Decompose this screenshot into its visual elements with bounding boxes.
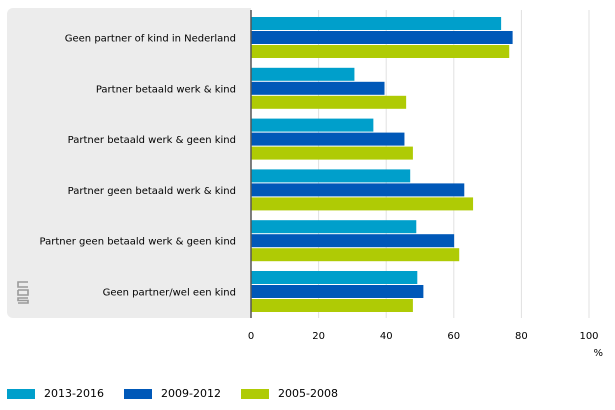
bar-2013-2016 bbox=[251, 67, 355, 81]
bar-2009-2012 bbox=[251, 234, 455, 248]
legend-item[interactable]: 2009-2012 bbox=[124, 387, 221, 400]
x-tick-label: 40 bbox=[380, 331, 393, 342]
bar-2009-2012 bbox=[251, 285, 424, 298]
bar-2005-2008 bbox=[251, 95, 407, 109]
bar-2005-2008 bbox=[251, 146, 413, 160]
cbs-logo bbox=[17, 281, 29, 304]
x-tick-label: 100 bbox=[579, 331, 598, 342]
bar-2013-2016 bbox=[251, 271, 418, 284]
bar-2009-2012 bbox=[251, 183, 465, 197]
legend-label: 2009-2012 bbox=[161, 387, 221, 400]
category-label: Partner geen betaald werk & geen kind bbox=[40, 237, 236, 248]
legend-swatch bbox=[124, 388, 152, 399]
bar-2009-2012 bbox=[251, 132, 405, 146]
x-tick-label: 80 bbox=[515, 331, 528, 342]
x-tick-label: 60 bbox=[447, 331, 460, 342]
bar-2009-2012 bbox=[251, 31, 513, 44]
x-tick-label: 0 bbox=[248, 331, 254, 342]
legend-swatch bbox=[7, 388, 35, 399]
category-label: Partner betaald werk & kind bbox=[96, 84, 236, 95]
bar-2013-2016 bbox=[251, 169, 411, 183]
category-label: Partner betaald werk & geen kind bbox=[68, 135, 236, 146]
legend-item[interactable]: 2013-2016 bbox=[7, 387, 104, 400]
category-label: Geen partner of kind in Nederland bbox=[65, 34, 236, 45]
bar-2009-2012 bbox=[251, 81, 385, 95]
bar-2005-2008 bbox=[251, 45, 510, 58]
legend-swatch bbox=[241, 388, 269, 399]
bar-2013-2016 bbox=[251, 220, 417, 234]
bar-2013-2016 bbox=[251, 17, 502, 30]
legend-label: 2013-2016 bbox=[44, 387, 104, 400]
x-axis-label: % bbox=[593, 348, 603, 359]
bar-2005-2008 bbox=[251, 248, 460, 262]
legend-item[interactable]: 2005-2008 bbox=[241, 387, 338, 400]
category-label: Partner geen betaald werk & kind bbox=[68, 186, 236, 197]
category-label-panel bbox=[7, 8, 251, 318]
bar-2005-2008 bbox=[251, 299, 413, 312]
category-label: Geen partner/wel een kind bbox=[103, 288, 236, 299]
bar-2005-2008 bbox=[251, 197, 474, 211]
legend-label: 2005-2008 bbox=[278, 387, 338, 400]
bar-2013-2016 bbox=[251, 118, 374, 132]
x-tick-label: 20 bbox=[312, 331, 325, 342]
